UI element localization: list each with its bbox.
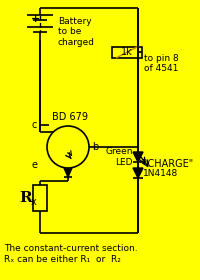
Text: to pin 8
of 4541: to pin 8 of 4541 bbox=[144, 54, 179, 73]
Text: +: + bbox=[30, 14, 40, 24]
Text: Green
LED: Green LED bbox=[106, 147, 133, 167]
Text: Rₓ can be either R₁  or  R₂: Rₓ can be either R₁ or R₂ bbox=[4, 255, 121, 264]
Text: b: b bbox=[92, 142, 98, 152]
Text: "CHARGE": "CHARGE" bbox=[143, 159, 193, 169]
Text: 1k: 1k bbox=[121, 47, 133, 57]
Text: e: e bbox=[31, 160, 37, 170]
Text: BD 679: BD 679 bbox=[52, 112, 88, 122]
Polygon shape bbox=[64, 168, 72, 177]
Polygon shape bbox=[133, 152, 143, 162]
Bar bbox=[112, 47, 142, 58]
Text: c: c bbox=[32, 120, 37, 130]
Text: 1N4148: 1N4148 bbox=[143, 169, 178, 178]
Text: Battery
to be
charged: Battery to be charged bbox=[58, 17, 95, 47]
Text: R: R bbox=[20, 191, 32, 205]
Circle shape bbox=[47, 126, 89, 168]
Text: x: x bbox=[31, 197, 37, 207]
Text: The constant-current section.: The constant-current section. bbox=[4, 244, 138, 253]
Polygon shape bbox=[133, 168, 143, 178]
Bar bbox=[33, 185, 47, 211]
